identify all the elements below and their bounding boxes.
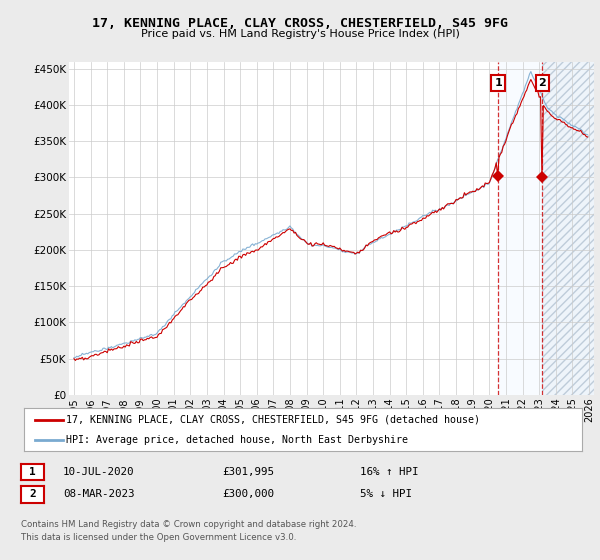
Text: 10-JUL-2020: 10-JUL-2020 bbox=[63, 466, 134, 477]
Text: £301,995: £301,995 bbox=[222, 466, 274, 477]
Bar bbox=[542, 62, 600, 395]
Text: HPI: Average price, detached house, North East Derbyshire: HPI: Average price, detached house, Nort… bbox=[66, 435, 408, 445]
Text: 2: 2 bbox=[29, 489, 36, 500]
Text: Contains HM Land Registry data © Crown copyright and database right 2024.: Contains HM Land Registry data © Crown c… bbox=[21, 520, 356, 529]
Text: 08-MAR-2023: 08-MAR-2023 bbox=[63, 489, 134, 499]
Text: 17, KENNING PLACE, CLAY CROSS, CHESTERFIELD, S45 9FG: 17, KENNING PLACE, CLAY CROSS, CHESTERFI… bbox=[92, 17, 508, 30]
Text: This data is licensed under the Open Government Licence v3.0.: This data is licensed under the Open Gov… bbox=[21, 533, 296, 542]
Text: 16% ↑ HPI: 16% ↑ HPI bbox=[360, 466, 419, 477]
Text: 1: 1 bbox=[494, 78, 502, 88]
Text: 2: 2 bbox=[538, 78, 546, 88]
Text: 5% ↓ HPI: 5% ↓ HPI bbox=[360, 489, 412, 499]
Bar bbox=[498, 62, 542, 395]
Text: Price paid vs. HM Land Registry's House Price Index (HPI): Price paid vs. HM Land Registry's House … bbox=[140, 29, 460, 39]
Bar bbox=[542, 62, 600, 395]
Text: 17, KENNING PLACE, CLAY CROSS, CHESTERFIELD, S45 9FG (detached house): 17, KENNING PLACE, CLAY CROSS, CHESTERFI… bbox=[66, 415, 480, 424]
Text: 1: 1 bbox=[29, 467, 36, 477]
Text: £300,000: £300,000 bbox=[222, 489, 274, 499]
